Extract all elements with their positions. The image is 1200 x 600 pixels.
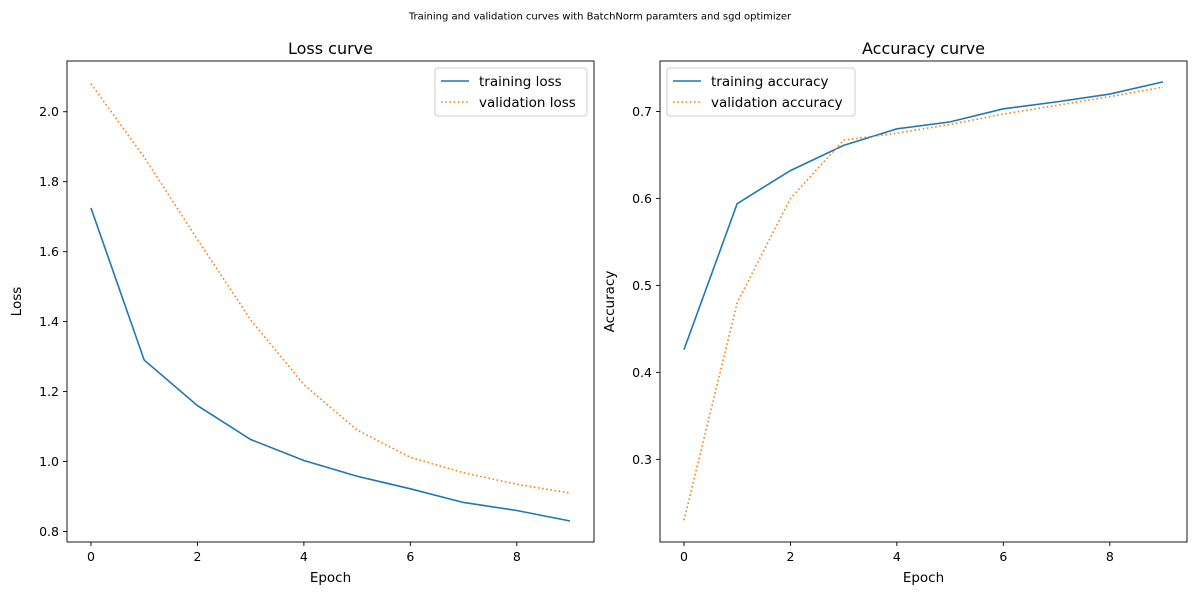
loss-x-tick-label: 6 bbox=[406, 549, 414, 564]
loss-y-tick-label: 1.2 bbox=[39, 384, 59, 399]
accuracy-x-tick-label: 0 bbox=[680, 549, 688, 564]
loss-plot-frame bbox=[66, 60, 595, 543]
accuracy-y-tick-label: 0.4 bbox=[632, 365, 652, 380]
accuracy-y-tick-label: 0.5 bbox=[632, 278, 652, 293]
loss-chart-title: Loss curve bbox=[288, 39, 373, 58]
loss-x-tick-label: 4 bbox=[300, 549, 308, 564]
accuracy-series-training-line bbox=[683, 81, 1164, 351]
loss-y-tick-label: 0.8 bbox=[39, 524, 59, 539]
loss-y-tick-label: 2.0 bbox=[39, 104, 59, 119]
accuracy-x-tick-label: 8 bbox=[1106, 549, 1114, 564]
loss-y-axis-label: Loss bbox=[9, 287, 25, 317]
loss-x-tick-label: 2 bbox=[193, 549, 201, 564]
accuracy-legend-box bbox=[666, 67, 856, 117]
loss-y-tick-label: 1.8 bbox=[39, 174, 59, 189]
accuracy-x-tick-label: 6 bbox=[999, 549, 1007, 564]
accuracy-chart: Accuracy curve 0 2 4 6 8 0.3 0.4 0.5 0.6 0.7 Epoch A… bbox=[602, 39, 1188, 586]
loss-series-training-line bbox=[90, 207, 571, 522]
accuracy-series-validation-line bbox=[683, 86, 1164, 521]
loss-x-tick-label: 8 bbox=[513, 549, 521, 564]
loss-x-axis-label: Epoch bbox=[310, 570, 351, 586]
accuracy-y-tick-label: 0.7 bbox=[632, 104, 652, 119]
figure-suptitle: Training and validation curves with Batc… bbox=[408, 12, 792, 23]
accuracy-x-axis-label: Epoch bbox=[903, 570, 944, 586]
loss-x-tick-label: 0 bbox=[87, 549, 95, 564]
loss-legend-box bbox=[434, 67, 588, 117]
accuracy-x-tick-label: 4 bbox=[893, 549, 901, 564]
accuracy-y-axis-label: Accuracy bbox=[602, 271, 618, 333]
accuracy-legend-label: training accuracy bbox=[711, 74, 829, 90]
loss-legend-label: validation loss bbox=[479, 95, 576, 111]
loss-legend-label: training loss bbox=[479, 74, 562, 90]
accuracy-y-tick-label: 0.6 bbox=[632, 191, 652, 206]
accuracy-chart-title: Accuracy curve bbox=[862, 39, 985, 58]
loss-chart: Loss curve 0 2 4 6 8 0.8 1.0 1.2 1.4 1.6 1.8 2.0 Epoc… bbox=[9, 39, 595, 586]
accuracy-legend-label: validation accuracy bbox=[711, 95, 843, 111]
accuracy-plot-frame bbox=[659, 60, 1188, 543]
loss-y-tick-label: 1.0 bbox=[39, 454, 59, 469]
loss-y-tick-label: 1.6 bbox=[39, 244, 59, 259]
loss-y-tick-label: 1.4 bbox=[39, 314, 59, 329]
accuracy-y-tick-label: 0.3 bbox=[632, 452, 652, 467]
accuracy-x-tick-label: 2 bbox=[786, 549, 794, 564]
loss-series-validation-line bbox=[90, 83, 571, 494]
